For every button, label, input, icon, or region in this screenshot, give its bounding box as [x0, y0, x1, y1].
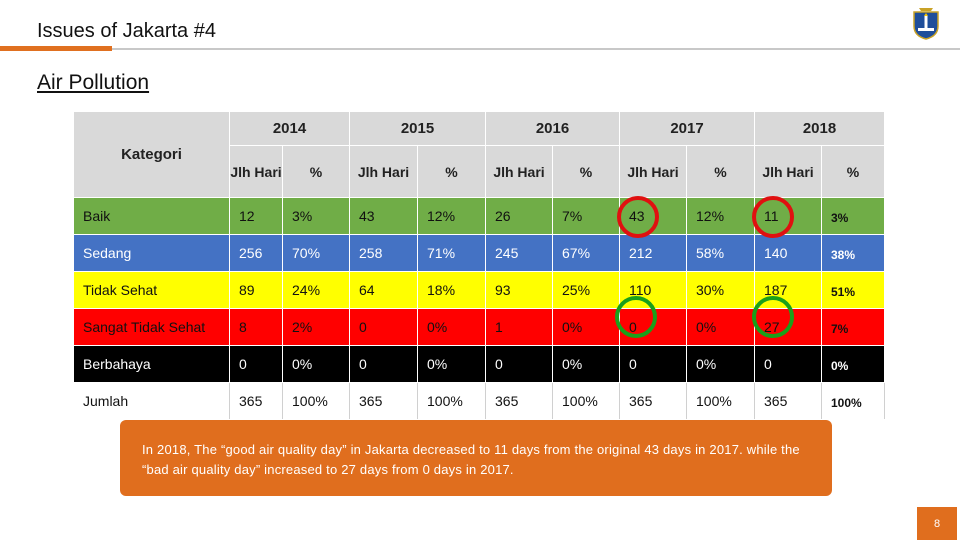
percent-cell: 0% — [821, 345, 885, 383]
percent-cell: 100% — [552, 382, 620, 420]
callout-text: In 2018, The “good air quality day” in J… — [142, 442, 800, 477]
year-header: 2018 — [754, 111, 885, 146]
percent-cell: 70% — [282, 234, 350, 272]
jakarta-emblem-icon — [913, 8, 939, 40]
year-header: 2014 — [229, 111, 350, 146]
title-rule-accent — [0, 46, 112, 51]
table-row: Sedang 256 70% 258 71% 245 67% 212 58% 140 38% — [73, 234, 885, 272]
percent-cell: 18% — [417, 271, 486, 309]
days-cell: 0 — [349, 345, 418, 383]
percent-header: % — [686, 145, 755, 198]
days-cell: 0 — [229, 345, 283, 383]
percent-cell: 67% — [552, 234, 620, 272]
days-cell: 1 — [485, 308, 553, 346]
percent-cell: 30% — [686, 271, 755, 309]
table-row: Jumlah 365 100% 365 100% 365 100% 365 100% 365 100… — [73, 382, 885, 420]
days-cell: 256 — [229, 234, 283, 272]
percent-header: % — [552, 145, 620, 198]
highlight-circle-baik-2017 — [617, 196, 659, 238]
percent-cell: 38% — [821, 234, 885, 272]
days-cell: 212 — [619, 234, 687, 272]
days-cell: 64 — [349, 271, 418, 309]
days-cell: 365 — [754, 382, 822, 420]
percent-cell: 100% — [821, 382, 885, 420]
percent-cell: 25% — [552, 271, 620, 309]
percent-cell: 3% — [282, 197, 350, 235]
year-header: 2015 — [349, 111, 486, 146]
table-row: Berbahaya 0 0% 0 0% 0 0% 0 0% 0 0% — [73, 345, 885, 383]
days-cell: 258 — [349, 234, 418, 272]
slide-title: Issues of Jakarta #4 — [37, 20, 216, 42]
highlight-circle-sangat-2017 — [615, 296, 657, 338]
percent-cell: 24% — [282, 271, 350, 309]
percent-cell: 0% — [552, 345, 620, 383]
days-cell: 365 — [485, 382, 553, 420]
days-cell: 245 — [485, 234, 553, 272]
days-header: Jlh Hari — [754, 145, 822, 198]
percent-cell: 2% — [282, 308, 350, 346]
highlight-circle-baik-2018 — [752, 196, 794, 238]
highlight-circle-sangat-2018 — [752, 296, 794, 338]
days-cell: 12 — [229, 197, 283, 235]
percent-cell: 0% — [552, 308, 620, 346]
year-header: 2016 — [485, 111, 620, 146]
percent-cell: 100% — [282, 382, 350, 420]
days-cell: 110 — [619, 271, 687, 309]
title-rule — [112, 48, 960, 50]
row-label: Tidak Sehat — [73, 271, 230, 309]
percent-cell: 100% — [417, 382, 486, 420]
percent-cell: 12% — [686, 197, 755, 235]
days-cell: 365 — [229, 382, 283, 420]
callout-note: In 2018, The “good air quality day” in J… — [120, 420, 832, 496]
percent-cell: 58% — [686, 234, 755, 272]
percent-cell: 0% — [282, 345, 350, 383]
percent-cell: 100% — [686, 382, 755, 420]
days-cell: 365 — [349, 382, 418, 420]
percent-cell: 7% — [821, 308, 885, 346]
row-label: Berbahaya — [73, 345, 230, 383]
percent-cell: 0% — [686, 345, 755, 383]
section-heading: Air Pollution — [37, 71, 150, 94]
percent-cell: 0% — [417, 345, 486, 383]
percent-cell: 51% — [821, 271, 885, 309]
table-row: Baik 12 3% 43 12% 26 7% 43 12% 11 3% — [73, 197, 885, 235]
days-cell: 8 — [229, 308, 283, 346]
percent-cell: 71% — [417, 234, 486, 272]
percent-cell: 0% — [686, 308, 755, 346]
days-cell: 26 — [485, 197, 553, 235]
page-number: 8 — [917, 507, 957, 540]
days-cell: 0 — [754, 345, 822, 383]
percent-cell: 0% — [417, 308, 486, 346]
percent-cell: 3% — [821, 197, 885, 235]
row-label: Sangat Tidak Sehat — [73, 308, 230, 346]
days-header: Jlh Hari — [619, 145, 687, 198]
percent-header: % — [821, 145, 885, 198]
days-cell: 93 — [485, 271, 553, 309]
category-header: Kategori — [73, 111, 230, 198]
row-label: Jumlah — [73, 382, 230, 420]
days-header: Jlh Hari — [349, 145, 418, 198]
year-header: 2017 — [619, 111, 755, 146]
percent-cell: 12% — [417, 197, 486, 235]
row-label: Sedang — [73, 234, 230, 272]
days-header: Jlh Hari — [485, 145, 553, 198]
days-cell: 43 — [349, 197, 418, 235]
percent-header: % — [282, 145, 350, 198]
air-quality-table: Kategori 2014 2015 2016 2017 2018 Jlh Ha… — [73, 111, 885, 420]
days-cell: 89 — [229, 271, 283, 309]
percent-header: % — [417, 145, 486, 198]
table-row: Sangat Tidak Sehat 8 2% 0 0% 1 0% 0 0% 27 7% — [73, 308, 885, 346]
days-cell: 0 — [485, 345, 553, 383]
days-cell: 140 — [754, 234, 822, 272]
days-cell: 365 — [619, 382, 687, 420]
days-cell: 0 — [349, 308, 418, 346]
days-cell: 0 — [619, 345, 687, 383]
days-header: Jlh Hari — [229, 145, 283, 198]
row-label: Baik — [73, 197, 230, 235]
percent-cell: 7% — [552, 197, 620, 235]
